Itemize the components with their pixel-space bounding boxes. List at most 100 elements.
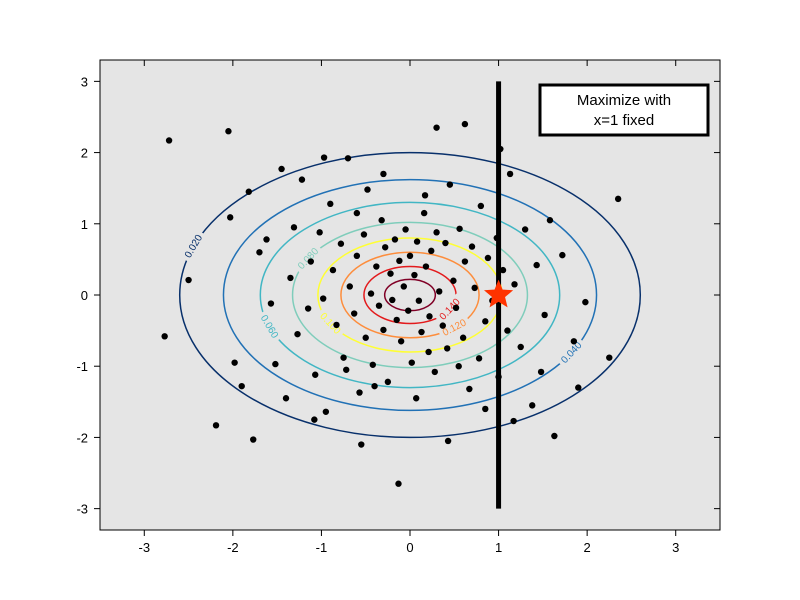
scatter-point [507,171,513,177]
scatter-point [538,369,544,375]
scatter-point [401,283,407,289]
scatter-point [343,367,349,373]
scatter-point [462,258,468,264]
scatter-point [392,236,398,242]
scatter-point [308,258,314,264]
x-tick-label: 2 [584,540,591,555]
scatter-point [371,383,377,389]
scatter-point [428,248,434,254]
y-tick-label: -2 [76,430,88,445]
scatter-point [312,372,318,378]
scatter-point [373,263,379,269]
scatter-point [442,240,448,246]
scatter-point [394,317,400,323]
scatter-point [485,255,491,261]
scatter-point [482,406,488,412]
scatter-point [354,210,360,216]
scatter-point [425,349,431,355]
scatter-point [395,481,401,487]
scatter-point [361,231,367,237]
scatter-point [411,272,417,278]
scatter-point [305,305,311,311]
scatter-point [368,290,374,296]
scatter-point [347,283,353,289]
scatter-point [478,203,484,209]
scatter-point [471,285,477,291]
scatter-point [547,217,553,223]
x-tick-label: -2 [227,540,239,555]
scatter-point [582,299,588,305]
scatter-point [320,295,326,301]
scatter-point [370,362,376,368]
scatter-point [396,258,402,264]
x-tick-label: -1 [316,540,328,555]
y-tick-label: 2 [81,146,88,161]
scatter-point [376,302,382,308]
scatter-point [323,409,329,415]
x-tick-label: 3 [672,540,679,555]
scatter-point [445,438,451,444]
scatter-point [358,441,364,447]
scatter-point [575,384,581,390]
scatter-point [364,186,370,192]
scatter-point [422,192,428,198]
x-tick-label: -3 [139,540,151,555]
scatter-point [409,359,415,365]
annotation-text: x=1 fixed [594,112,654,129]
scatter-point [166,137,172,143]
scatter-point [299,176,305,182]
scatter-point [272,361,278,367]
scatter-point [606,354,612,360]
scatter-point [327,201,333,207]
scatter-point [380,327,386,333]
scatter-point [511,281,517,287]
scatter-point [615,196,621,202]
scatter-point [571,338,577,344]
scatter-point [256,249,262,255]
scatter-point [466,386,472,392]
scatter-point [402,226,408,232]
scatter-point [278,166,284,172]
scatter-point [510,418,516,424]
scatter-point [316,229,322,235]
scatter-point [407,253,413,259]
scatter-point [340,354,346,360]
scatter-point [356,389,362,395]
scatter-point [283,395,289,401]
scatter-point [518,344,524,350]
scatter-point [433,229,439,235]
scatter-point [469,243,475,249]
scatter-point [330,267,336,273]
scatter-point [246,189,252,195]
scatter-contour-plot: 0.0200.0400.0600.0800.1000.1200.140-3-2-… [0,0,800,600]
scatter-point [551,433,557,439]
scatter-point [287,275,293,281]
scatter-point [421,210,427,216]
scatter-point [476,355,482,361]
scatter-point [456,363,462,369]
scatter-point [250,436,256,442]
annotation-text: Maximize with [577,92,671,109]
scatter-point [436,288,442,294]
scatter-point [559,252,565,258]
scatter-point [462,121,468,127]
scatter-point [414,238,420,244]
scatter-point [231,359,237,365]
scatter-point [450,278,456,284]
scatter-point [447,181,453,187]
scatter-point [354,253,360,259]
scatter-point [405,307,411,313]
y-tick-label: 0 [81,288,88,303]
scatter-point [345,155,351,161]
scatter-point [522,226,528,232]
scatter-point [460,335,466,341]
scatter-point [263,236,269,242]
scatter-point [185,277,191,283]
x-tick-label: 0 [406,540,413,555]
scatter-point [161,333,167,339]
scatter-point [423,263,429,269]
scatter-point [338,241,344,247]
y-tick-label: -3 [76,502,88,517]
scatter-point [387,270,393,276]
scatter-point [433,124,439,130]
